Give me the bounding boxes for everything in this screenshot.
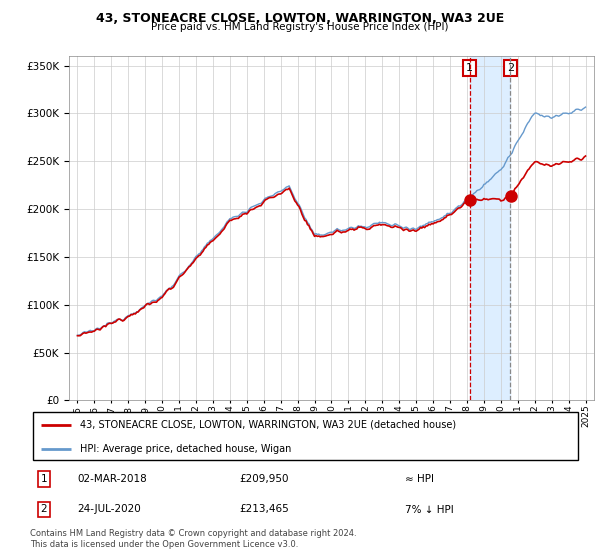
Text: 43, STONEACRE CLOSE, LOWTON, WARRINGTON, WA3 2UE (detached house): 43, STONEACRE CLOSE, LOWTON, WARRINGTON,… (80, 420, 456, 430)
FancyBboxPatch shape (33, 412, 578, 460)
Text: 1: 1 (40, 474, 47, 484)
Text: 24-JUL-2020: 24-JUL-2020 (77, 505, 140, 515)
Text: £213,465: £213,465 (240, 505, 290, 515)
Text: 2: 2 (507, 63, 514, 73)
Text: £209,950: £209,950 (240, 474, 289, 484)
Text: 02-MAR-2018: 02-MAR-2018 (77, 474, 146, 484)
Text: Price paid vs. HM Land Registry's House Price Index (HPI): Price paid vs. HM Land Registry's House … (151, 22, 449, 32)
Text: Contains HM Land Registry data © Crown copyright and database right 2024.
This d: Contains HM Land Registry data © Crown c… (30, 529, 356, 549)
Bar (470, 56, 511, 400)
Text: ≈ HPI: ≈ HPI (406, 474, 434, 484)
Text: HPI: Average price, detached house, Wigan: HPI: Average price, detached house, Wiga… (80, 444, 291, 454)
Text: 43, STONEACRE CLOSE, LOWTON, WARRINGTON, WA3 2UE: 43, STONEACRE CLOSE, LOWTON, WARRINGTON,… (96, 12, 504, 25)
Text: 2: 2 (40, 505, 47, 515)
Text: 7% ↓ HPI: 7% ↓ HPI (406, 505, 454, 515)
Text: 1: 1 (466, 63, 473, 73)
